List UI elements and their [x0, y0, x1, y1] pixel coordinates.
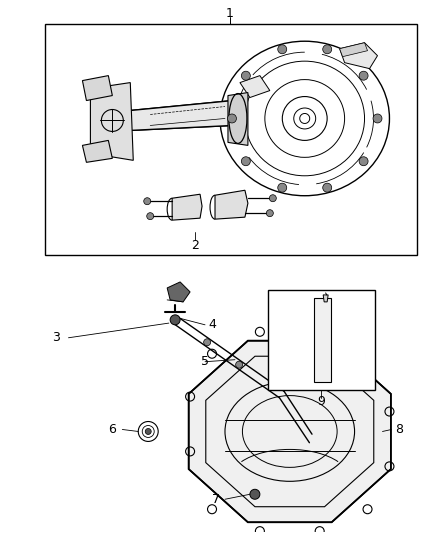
Polygon shape: [314, 298, 331, 382]
Circle shape: [147, 213, 154, 220]
Polygon shape: [323, 295, 328, 302]
Circle shape: [204, 339, 211, 346]
Circle shape: [278, 183, 287, 192]
Text: T: T: [319, 340, 325, 350]
Text: R: R: [319, 330, 325, 340]
Text: 3: 3: [52, 332, 60, 344]
Circle shape: [278, 45, 287, 54]
Polygon shape: [228, 93, 248, 146]
Text: 9: 9: [317, 395, 325, 408]
Text: 2: 2: [191, 239, 199, 252]
Circle shape: [359, 157, 368, 166]
Circle shape: [170, 315, 180, 325]
Polygon shape: [82, 140, 112, 163]
Circle shape: [227, 114, 237, 123]
Polygon shape: [189, 341, 391, 522]
Text: 1: 1: [226, 7, 234, 20]
Circle shape: [373, 114, 382, 123]
Polygon shape: [90, 83, 133, 160]
Text: 5: 5: [201, 355, 209, 368]
Circle shape: [236, 361, 243, 368]
Text: V: V: [319, 350, 325, 360]
Text: 7: 7: [212, 493, 220, 506]
Polygon shape: [339, 43, 378, 69]
Circle shape: [145, 429, 151, 434]
Circle shape: [323, 183, 332, 192]
Polygon shape: [82, 76, 112, 101]
Text: 8: 8: [396, 423, 403, 436]
Polygon shape: [215, 190, 248, 219]
Circle shape: [359, 71, 368, 80]
Circle shape: [269, 195, 276, 201]
Bar: [268, 290, 374, 390]
Circle shape: [266, 209, 273, 216]
Polygon shape: [130, 101, 240, 131]
Polygon shape: [240, 76, 270, 98]
Text: 6: 6: [108, 423, 116, 436]
Polygon shape: [172, 194, 202, 220]
Circle shape: [241, 157, 251, 166]
Polygon shape: [339, 43, 367, 56]
Polygon shape: [167, 282, 190, 302]
Text: 4: 4: [208, 318, 216, 332]
Circle shape: [323, 45, 332, 54]
Circle shape: [250, 489, 260, 499]
Circle shape: [241, 71, 251, 80]
Circle shape: [144, 198, 151, 205]
Bar: [45, 24, 417, 255]
